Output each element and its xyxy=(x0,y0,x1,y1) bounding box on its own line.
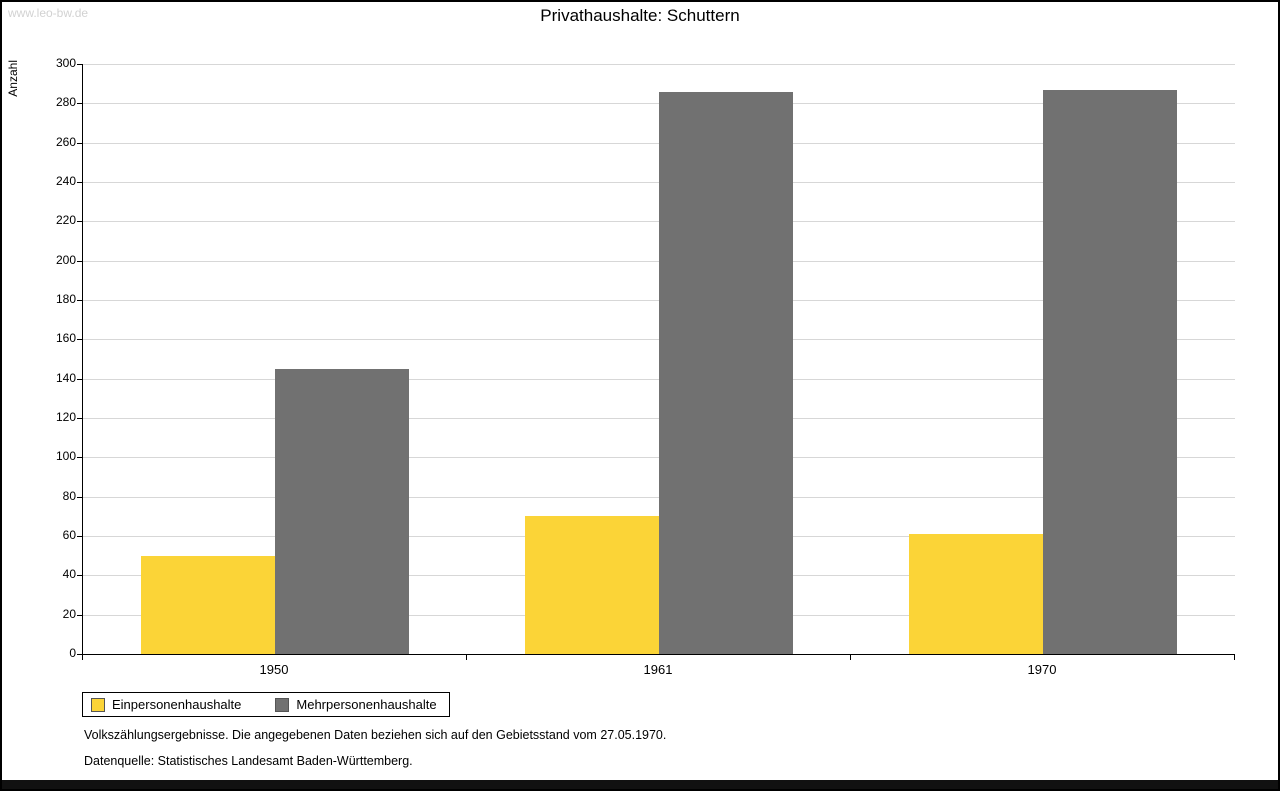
y-tick-label: 140 xyxy=(55,370,76,385)
legend-swatch-einpersonenhaushalte xyxy=(91,697,105,712)
y-tick-mark xyxy=(77,221,82,223)
footnote-census-note: Volkszählungsergebnisse. Die angegebenen… xyxy=(84,728,667,742)
y-tick-mark xyxy=(77,536,82,537)
y-tick-label: 100 xyxy=(55,449,76,464)
y-tick-label: 120 xyxy=(55,410,76,424)
y-tick-label: 180 xyxy=(55,292,76,306)
x-tick-label-1970: 1970 xyxy=(1027,662,1057,677)
x-tick-mark xyxy=(850,655,851,660)
watermark: www.leo-bw.de xyxy=(8,6,89,20)
legend-item-einpersonenhaushalte: Einpersonenhaushalte xyxy=(91,697,241,712)
y-tick-mark xyxy=(77,575,82,577)
legend: Einpersonenhaushalte Mehrpersonenhaushal… xyxy=(82,692,450,717)
x-tick-label-1961: 1961 xyxy=(643,662,673,677)
legend-item-mehrpersonenhaushalte: Mehrpersonenhaushalte xyxy=(275,697,437,712)
footnote-data-source: Datenquelle: Statistisches Landesamt Bad… xyxy=(84,754,413,768)
y-tick-label: 240 xyxy=(55,174,76,188)
chart-title: Privathaushalte: Schuttern xyxy=(540,6,740,25)
y-tick-mark xyxy=(77,103,82,105)
bar-einpersonenhaushalte-1950 xyxy=(141,555,275,654)
x-tick-mark xyxy=(1234,655,1235,660)
y-tick-mark xyxy=(77,496,82,498)
y-tick-label: 280 xyxy=(55,95,76,110)
gridline xyxy=(83,64,1235,65)
y-tick-label: 160 xyxy=(55,331,76,346)
bar-einpersonenhaushalte-1970 xyxy=(909,534,1043,654)
y-axis-label: Anzahl xyxy=(6,60,20,97)
bottom-border-strip xyxy=(2,780,1278,789)
y-tick-mark xyxy=(77,614,82,616)
y-tick-mark xyxy=(77,182,82,183)
y-tick-mark xyxy=(77,142,82,144)
y-tick-label: 60 xyxy=(62,528,76,542)
y-tick-label: 200 xyxy=(55,252,76,267)
y-tick-mark xyxy=(77,457,82,459)
y-tick-label: 20 xyxy=(62,606,76,621)
plot-area xyxy=(82,64,1235,655)
bar-einpersonenhaushalte-1961 xyxy=(525,516,659,654)
bar-mehrpersonenhaushalte-1970 xyxy=(1043,89,1177,654)
y-tick-label: 80 xyxy=(62,488,76,503)
y-tick-label: 260 xyxy=(55,134,76,149)
x-tick-mark xyxy=(82,655,83,660)
y-tick-mark xyxy=(77,418,82,419)
x-tick-mark xyxy=(466,655,467,660)
x-tick-label-1950: 1950 xyxy=(259,662,289,677)
legend-label-mehrpersonenhaushalte: Mehrpersonenhaushalte xyxy=(296,697,437,712)
y-tick-mark xyxy=(77,339,82,341)
bar-mehrpersonenhaushalte-1950 xyxy=(275,368,409,654)
bar-mehrpersonenhaushalte-1961 xyxy=(659,91,793,654)
y-tick-mark xyxy=(77,64,82,65)
y-tick-label: 220 xyxy=(55,213,76,228)
legend-label-einpersonenhaushalte: Einpersonenhaushalte xyxy=(112,697,242,712)
legend-swatch-mehrpersonenhaushalte xyxy=(275,697,290,712)
y-tick-label: 300 xyxy=(55,56,76,70)
y-tick-mark xyxy=(77,378,82,380)
y-tick-mark xyxy=(77,654,82,655)
y-tick-mark xyxy=(77,260,82,262)
y-tick-label: 0 xyxy=(69,646,76,660)
y-tick-mark xyxy=(77,300,82,301)
y-tick-label: 40 xyxy=(62,567,76,582)
